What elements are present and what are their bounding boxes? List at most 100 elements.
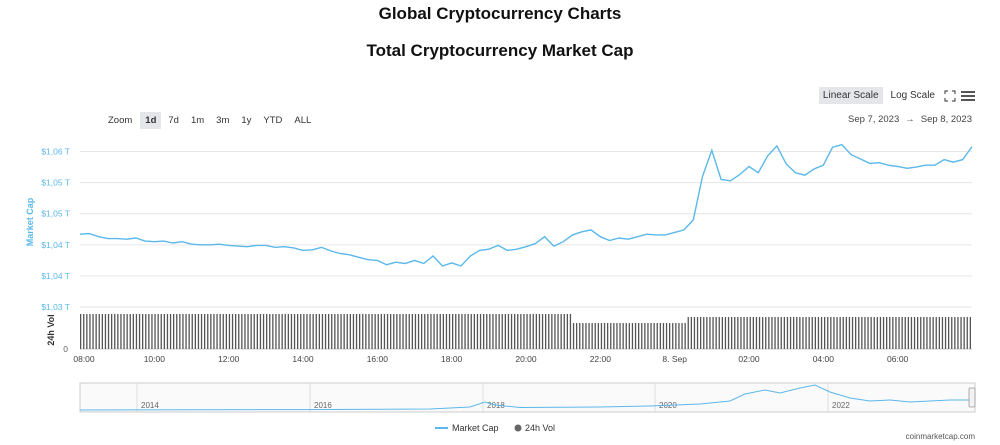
volume-bar [926, 317, 928, 349]
volume-bar [545, 314, 547, 349]
volume-bar [610, 323, 612, 349]
volume-bar [117, 314, 119, 349]
volume-bar [235, 314, 237, 349]
zoom-1y-button[interactable]: 1y [241, 115, 252, 126]
volume-bar [845, 317, 847, 349]
volume-bar [715, 317, 717, 349]
volume-bar [879, 317, 882, 349]
volume-bar [904, 317, 906, 349]
volume-bar [811, 317, 813, 349]
volume-bar [588, 323, 590, 349]
volume-bar [433, 314, 435, 349]
hamburger-menu-icon[interactable] [961, 89, 975, 103]
volume-bar [777, 317, 779, 349]
volume-bar [687, 317, 689, 349]
volume-bar [492, 314, 494, 349]
volume-zero-tick: 0 [63, 344, 68, 354]
volume-bar [889, 317, 891, 349]
volume-bar [734, 317, 736, 349]
volume-bar [752, 317, 754, 349]
date-from[interactable]: Sep 7, 2023 [848, 114, 900, 125]
volume-bar [179, 314, 181, 349]
y-tick-label: $1,06 T [41, 147, 70, 157]
volume-bar [262, 314, 265, 349]
legend-marketcap-label[interactable]: Market Cap [452, 423, 499, 433]
volume-bar [594, 323, 596, 349]
zoom-7d-button[interactable]: 7d [168, 115, 179, 126]
volume-bar [123, 314, 125, 349]
legend-volume-label[interactable]: 24h Vol [525, 423, 555, 433]
volume-bar [169, 314, 172, 349]
market-cap-line [79, 143, 973, 267]
volume-bar [678, 323, 680, 349]
volume-bar [864, 317, 866, 349]
volume-bar [616, 323, 618, 349]
volume-bar [817, 317, 820, 349]
volume-bar [579, 323, 581, 349]
volume-bar [86, 314, 88, 349]
volume-bar [712, 317, 714, 349]
zoom-1d-button[interactable]: 1d [140, 112, 162, 129]
date-to[interactable]: Sep 8, 2023 [920, 114, 972, 125]
x-tick-label: 14:00 [292, 354, 314, 364]
volume-bar [576, 323, 578, 349]
navigator[interactable]: 2014 2016 2018 2020 2022 [79, 382, 976, 413]
x-tick-label: 08:00 [73, 354, 95, 364]
volume-bar [157, 314, 159, 349]
volume-bar [820, 317, 823, 349]
volume-bar [399, 314, 401, 349]
volume-bar [824, 317, 826, 349]
volume-bar [765, 317, 767, 349]
volume-bar [188, 314, 190, 349]
volume-bar [138, 314, 141, 349]
linear-scale-button[interactable]: Linear Scale [818, 87, 883, 104]
y-axis-label: Market Cap [25, 197, 35, 246]
x-tick-label: 8. Sep [662, 354, 687, 364]
volume-bar [101, 314, 103, 349]
y-tick-label: $1,05 T [41, 209, 70, 219]
volume-bar [266, 314, 268, 349]
y-tick-label: $1,03 T [41, 302, 70, 312]
volume-bar [436, 314, 438, 349]
volume-bar [957, 317, 959, 349]
volume-bar [523, 314, 525, 349]
zoom-controls: Zoom 1d 7d 1m 3m 1y YTD ALL [108, 112, 316, 129]
volume-bar [867, 317, 869, 349]
volume-bar [287, 314, 289, 349]
volume-bar [551, 314, 553, 349]
volume-bar [625, 323, 627, 349]
volume-bar [250, 314, 252, 349]
volume-bar [641, 323, 643, 349]
volume-bar [607, 323, 609, 349]
volume-bar [526, 314, 528, 349]
x-tick-label: 20:00 [515, 354, 537, 364]
volume-bar [532, 314, 534, 349]
volume-bar [572, 323, 575, 349]
volume-bar [390, 314, 392, 349]
volume-bar [145, 314, 147, 349]
volume-bar [483, 314, 485, 349]
zoom-ytd-button[interactable]: YTD [263, 115, 283, 126]
volume-bar [402, 314, 404, 349]
volume-bar [371, 314, 373, 349]
zoom-1m-button[interactable]: 1m [190, 115, 205, 126]
volume-bar [700, 317, 702, 349]
log-scale-button[interactable]: Log Scale [890, 90, 935, 101]
volume-bar [197, 314, 200, 349]
expand-icon[interactable] [943, 89, 957, 103]
volume-bar [386, 314, 389, 349]
volume-bar [851, 317, 854, 349]
volume-bar [346, 314, 348, 349]
volume-bar [470, 314, 472, 349]
volume-bar [780, 317, 782, 349]
volume-bar [861, 317, 863, 349]
volume-bar [182, 314, 184, 349]
navigator-handle[interactable] [968, 387, 976, 408]
zoom-3m-button[interactable]: 3m [216, 115, 230, 126]
volume-bar [771, 317, 773, 349]
volume-bar [290, 314, 293, 349]
volume-bar [430, 314, 432, 349]
volume-bar [907, 317, 909, 349]
zoom-all-button[interactable]: ALL [294, 115, 312, 126]
